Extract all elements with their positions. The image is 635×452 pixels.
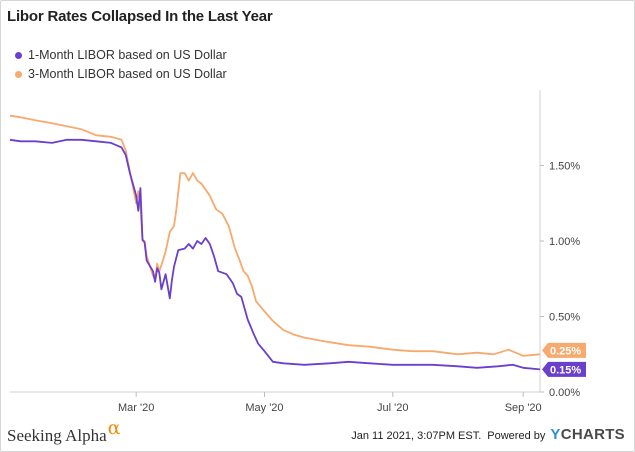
ycharts-logo-rest: CHARTS bbox=[560, 426, 625, 443]
x-tick-label: Sep '20 bbox=[505, 402, 542, 414]
y-tick-label: 1.00% bbox=[549, 236, 580, 248]
chart-title: Libor Rates Collapsed In the Last Year bbox=[7, 8, 273, 25]
y-tick-label: 0.00% bbox=[549, 387, 580, 399]
series-line-1-month bbox=[9, 138, 541, 371]
end-value-badge-1-month bbox=[542, 361, 586, 377]
x-tick-label: May '20 bbox=[245, 402, 283, 414]
seeking-alpha-logo-text: Seeking Alpha bbox=[7, 426, 107, 445]
alpha-symbol-icon: α bbox=[107, 417, 121, 439]
end-value-badge-3-month bbox=[542, 342, 586, 358]
x-tick-label: Mar '20 bbox=[118, 402, 154, 414]
series-line-3-month bbox=[9, 114, 541, 357]
legend-label-1-month: 1-Month LIBOR based on US Dollar bbox=[28, 48, 227, 62]
end-value-label-3-month: 0.25% bbox=[550, 345, 581, 357]
timestamp: Jan 11 2021, 3:07PM EST. bbox=[351, 430, 482, 442]
ycharts-logo[interactable]: YCHARTS bbox=[550, 426, 625, 443]
chart-footer: Jan 11 2021, 3:07PM EST. Powered by YCHA… bbox=[351, 426, 625, 443]
legend-marker-1-month bbox=[15, 51, 22, 59]
legend-label-3-month: 3-Month LIBOR based on US Dollar bbox=[28, 67, 227, 81]
y-tick-label: 0.50% bbox=[549, 312, 580, 324]
legend-item-1-month[interactable]: 1-Month LIBOR based on US Dollar bbox=[15, 48, 227, 62]
legend-item-3-month[interactable]: 3-Month LIBOR based on US Dollar bbox=[15, 67, 227, 81]
powered-by-label: Powered by bbox=[487, 430, 546, 442]
ycharts-logo-y: Y bbox=[550, 426, 561, 443]
seeking-alpha-logo: Seeking Alphaα bbox=[7, 417, 120, 446]
y-tick-label: 1.50% bbox=[549, 161, 580, 173]
legend-marker-3-month bbox=[15, 70, 22, 78]
end-value-label-1-month: 0.15% bbox=[550, 364, 581, 376]
x-tick-label: Jul '20 bbox=[377, 402, 408, 414]
